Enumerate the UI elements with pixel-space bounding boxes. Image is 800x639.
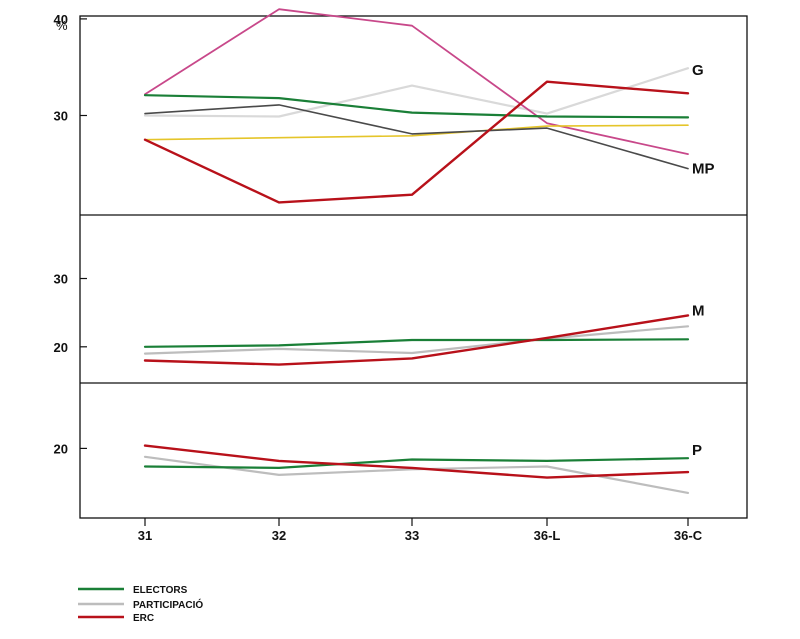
series-end-label: MP (692, 161, 715, 178)
series-line-2-1 (143, 325, 690, 355)
y-tick-label: 20 (54, 340, 68, 355)
x-tick-label: 31 (138, 528, 152, 543)
unit-label: % (56, 18, 68, 33)
panel-2: 20 30 M (54, 272, 705, 366)
series-line-1-6 (143, 80, 690, 204)
series-end-label: P (692, 442, 702, 459)
y-tick-label: 30 (54, 109, 68, 124)
y-tick-label: 30 (54, 272, 68, 287)
legend-label: PARTICIPACIÓ (133, 598, 203, 611)
series-line-3-3 (143, 444, 690, 479)
series-line-1-1 (143, 67, 690, 118)
y-tick-label: 20 (54, 441, 68, 456)
plot-border (79, 15, 748, 519)
legend: ELECTORS PARTICIPACIÓ ERC (78, 585, 203, 624)
series-end-label: M (692, 303, 705, 320)
panel-1: 30 40 G MP (54, 8, 715, 204)
series-line-1-3 (144, 124, 689, 141)
panel-3: 20 P (54, 441, 702, 494)
legend-label: ELECTORS (133, 585, 188, 596)
series-line-2-3 (143, 314, 690, 366)
y-tick-label: 40 (54, 12, 68, 27)
series-line-1-2 (144, 8, 689, 156)
chart-panels: 30 40 G MP 20 30 M 20 P (54, 8, 715, 494)
legend-label: ERC (133, 613, 154, 624)
series-line-2-2 (143, 338, 690, 348)
x-tick-label: 36-C (674, 528, 703, 543)
x-axis: 31 32 33 36-L 36-C (138, 518, 703, 543)
series-line-1-4 (144, 104, 689, 170)
series-line-3-2 (143, 457, 690, 469)
x-tick-label: 32 (272, 528, 286, 543)
chart-frame (79, 15, 748, 519)
series-line-1-5 (143, 94, 690, 119)
x-tick-label: 36-L (534, 528, 561, 543)
series-end-label: G (692, 62, 704, 79)
x-tick-label: 33 (405, 528, 419, 543)
